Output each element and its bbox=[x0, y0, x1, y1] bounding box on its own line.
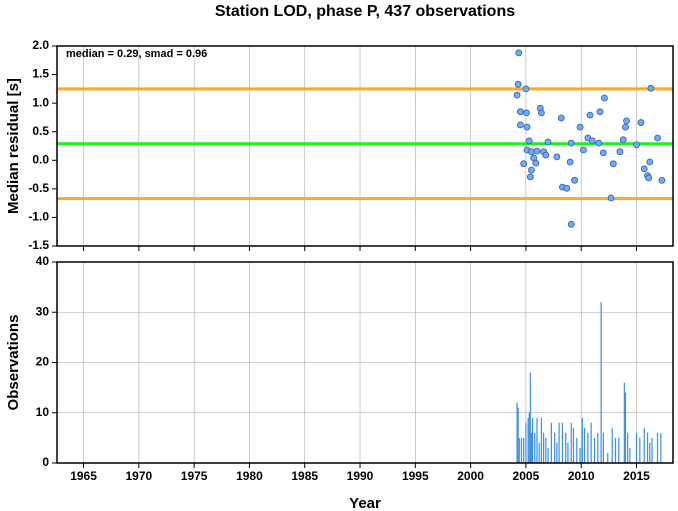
point bbox=[537, 109, 545, 117]
x-tick-label: 1975 bbox=[181, 469, 208, 483]
point bbox=[623, 117, 630, 125]
point bbox=[586, 111, 594, 119]
point bbox=[526, 173, 534, 181]
point bbox=[601, 94, 608, 102]
plot-frame bbox=[56, 261, 674, 464]
point bbox=[528, 166, 535, 174]
y-tick-label: 20 bbox=[36, 355, 50, 369]
point bbox=[580, 146, 587, 154]
y-tick-label: 2.0 bbox=[32, 38, 49, 52]
y-axis-title: Observations bbox=[5, 315, 22, 411]
x-tick-label: 1970 bbox=[125, 469, 152, 483]
x-tick-label: 1985 bbox=[291, 469, 318, 483]
point bbox=[522, 85, 530, 93]
x-tick-label: 1995 bbox=[402, 469, 429, 483]
point bbox=[525, 137, 533, 145]
point bbox=[619, 136, 627, 144]
x-tick-label: 1965 bbox=[70, 469, 97, 483]
y-tick-label: 40 bbox=[36, 254, 50, 268]
point bbox=[609, 160, 617, 168]
point bbox=[567, 220, 575, 228]
point bbox=[566, 158, 574, 166]
point bbox=[513, 91, 521, 99]
y-tick-label: 10 bbox=[36, 405, 50, 419]
point bbox=[523, 109, 530, 117]
chart-title: Station LOD, phase P, 437 observations bbox=[215, 3, 515, 20]
y-tick-label: 0.5 bbox=[32, 124, 49, 138]
x-tick-label: 1990 bbox=[347, 469, 374, 483]
point bbox=[640, 165, 648, 173]
point bbox=[523, 123, 531, 131]
point bbox=[563, 184, 571, 192]
point bbox=[515, 49, 523, 57]
y-tick-label: 1.5 bbox=[32, 67, 49, 81]
point bbox=[514, 80, 522, 88]
point bbox=[633, 141, 640, 149]
point bbox=[516, 108, 524, 116]
x-axis-title: Year bbox=[349, 495, 381, 511]
x-tick-label: 2000 bbox=[457, 469, 484, 483]
point bbox=[544, 138, 552, 146]
point bbox=[520, 160, 528, 168]
y-tick-label: -0.5 bbox=[28, 181, 49, 195]
y-tick-label: -1.5 bbox=[28, 238, 49, 252]
point bbox=[646, 158, 654, 166]
point bbox=[557, 114, 565, 122]
point bbox=[542, 151, 550, 159]
plot-frame bbox=[56, 45, 674, 247]
point bbox=[528, 148, 535, 156]
x-tick-label: 1980 bbox=[236, 469, 263, 483]
y-tick-label: 30 bbox=[36, 304, 50, 318]
point bbox=[567, 139, 575, 147]
point bbox=[599, 149, 607, 157]
annotation: median = 0.29, smad = 0.96 bbox=[66, 48, 207, 60]
y-tick-label: -1.0 bbox=[28, 210, 49, 224]
point bbox=[645, 174, 653, 182]
point bbox=[595, 139, 603, 147]
point bbox=[622, 123, 629, 131]
y-tick-label: 0.0 bbox=[32, 152, 49, 166]
point bbox=[571, 176, 578, 184]
point bbox=[576, 123, 584, 131]
y-axis-title: Median residual [s] bbox=[5, 78, 22, 214]
point bbox=[596, 108, 604, 116]
point bbox=[516, 121, 524, 129]
point bbox=[532, 159, 540, 167]
point bbox=[553, 153, 561, 161]
point bbox=[588, 137, 596, 145]
x-tick-label: 2005 bbox=[513, 469, 540, 483]
point bbox=[654, 134, 661, 142]
point bbox=[533, 147, 541, 155]
x-tick-label: 2010 bbox=[568, 469, 595, 483]
y-tick-label: 0 bbox=[42, 455, 49, 469]
point bbox=[658, 176, 666, 184]
y-tick-label: 1.0 bbox=[32, 95, 49, 109]
point bbox=[616, 148, 624, 156]
point bbox=[607, 194, 615, 202]
point bbox=[647, 84, 655, 92]
point bbox=[637, 119, 645, 126]
x-tick-label: 2015 bbox=[623, 469, 650, 483]
